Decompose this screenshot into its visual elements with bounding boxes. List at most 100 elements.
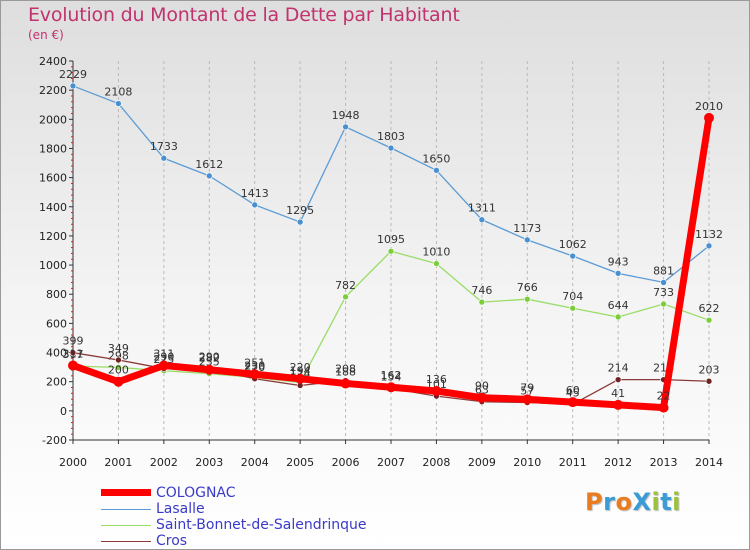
x-tick-label: 2001 xyxy=(104,456,132,469)
x-tick-label: 2012 xyxy=(604,456,632,469)
data-point-colognac xyxy=(158,360,169,371)
data-label-lasalle: 1132 xyxy=(695,228,723,241)
x-tick-label: 2005 xyxy=(286,456,314,469)
data-label-colognac: 188 xyxy=(335,365,356,378)
x-tick-label: 2011 xyxy=(559,456,587,469)
data-point-colognac xyxy=(295,373,306,384)
data-label-saint-bonnet-de-salendrinque: 1010 xyxy=(422,246,450,259)
data-point-saint-bonnet-de-salendrinque xyxy=(433,260,440,267)
data-label-colognac: 22 xyxy=(657,390,671,403)
data-label-colognac: 311 xyxy=(153,348,174,361)
data-point-colognac xyxy=(249,369,260,380)
x-tick-label: 2007 xyxy=(377,456,405,469)
data-label-lasalle: 1650 xyxy=(422,152,450,165)
data-point-saint-bonnet-de-salendrinque xyxy=(342,293,349,301)
data-label-colognac: 2010 xyxy=(695,100,723,113)
data-point-lasalle xyxy=(160,154,168,162)
data-point-lasalle xyxy=(705,242,713,250)
x-tick-label: 2009 xyxy=(468,456,496,469)
data-point-lasalle xyxy=(115,100,122,107)
data-label-saint-bonnet-de-salendrinque: 644 xyxy=(608,299,629,312)
data-label-saint-bonnet-de-salendrinque: 704 xyxy=(562,290,583,303)
data-point-colognac xyxy=(613,399,624,410)
data-point-saint-bonnet-de-salendrinque xyxy=(523,295,531,303)
data-point-colognac xyxy=(431,386,442,397)
data-label-cros: 290 xyxy=(153,351,174,364)
data-point-colognac xyxy=(567,397,578,408)
data-label-cros: 45 xyxy=(566,386,580,399)
data-point-saint-bonnet-de-salendrinque xyxy=(478,298,486,306)
data-point-colognac xyxy=(476,392,487,403)
data-label-lasalle: 1612 xyxy=(195,158,223,171)
data-label-saint-bonnet-de-salendrinque: 230 xyxy=(244,359,265,372)
data-label-cros: 63 xyxy=(475,384,489,397)
chart-unit-label: (en €) xyxy=(28,28,64,42)
data-label-colognac: 90 xyxy=(475,380,489,393)
data-point-saint-bonnet-de-salendrinque xyxy=(614,313,622,321)
data-point-saint-bonnet-de-salendrinque xyxy=(660,300,667,308)
x-tick-label: 2008 xyxy=(422,456,450,469)
data-point-lasalle xyxy=(296,218,304,226)
proxiti-logo: ProXiti xyxy=(585,488,681,516)
x-tick-label: 2006 xyxy=(332,456,360,469)
data-label-colognac: 200 xyxy=(108,364,129,377)
x-tick-label: 2013 xyxy=(650,456,678,469)
data-point-lasalle xyxy=(614,270,622,277)
data-label-saint-bonnet-de-salendrinque: 733 xyxy=(653,286,674,299)
data-point-colognac xyxy=(522,394,533,405)
y-tick-label: 200 xyxy=(46,376,67,389)
data-point-cros xyxy=(69,349,77,356)
y-tick-label: 2400 xyxy=(39,55,67,68)
legend-label-lasalle: Lasalle xyxy=(156,501,205,517)
data-point-saint-bonnet-de-salendrinque xyxy=(387,247,395,255)
data-label-lasalle: 1413 xyxy=(241,187,269,200)
legend-swatch-colognac xyxy=(101,489,151,496)
data-label-cros: 208 xyxy=(335,363,356,376)
data-label-saint-bonnet-de-salendrinque: 782 xyxy=(335,279,356,292)
y-tick-label: 800 xyxy=(46,288,67,301)
y-tick-label: -200 xyxy=(42,434,67,447)
data-point-lasalle xyxy=(69,82,77,90)
data-point-cros xyxy=(614,376,622,383)
x-tick-label: 2003 xyxy=(195,456,223,469)
data-label-lasalle: 1173 xyxy=(513,222,541,235)
legend-swatch-cros xyxy=(101,541,151,542)
data-label-lasalle: 881 xyxy=(653,264,674,277)
data-label-cros: 399 xyxy=(63,335,84,348)
data-point-lasalle xyxy=(205,172,213,180)
data-label-cros: 290 xyxy=(199,351,220,364)
data-label-lasalle: 1733 xyxy=(150,140,178,153)
data-label-saint-bonnet-de-salendrinque: 766 xyxy=(517,281,538,294)
chart-title: Evolution du Montant de la Dette par Hab… xyxy=(28,4,460,26)
data-label-colognac: 282 xyxy=(199,352,220,365)
y-tick-label: 2200 xyxy=(39,84,67,97)
data-label-lasalle: 943 xyxy=(608,255,629,268)
y-tick-label: 1200 xyxy=(39,230,67,243)
x-tick-label: 2010 xyxy=(513,456,541,469)
data-label-colognac: 251 xyxy=(244,356,265,369)
y-tick-label: 1600 xyxy=(39,172,67,185)
data-point-lasalle xyxy=(660,279,667,286)
data-label-cros: 203 xyxy=(699,363,720,376)
legend-swatch-lasalle xyxy=(101,509,151,510)
data-label-cros: 349 xyxy=(108,342,129,355)
data-label-saint-bonnet-de-salendrinque: 622 xyxy=(699,302,720,315)
data-label-cros: 154 xyxy=(381,370,402,383)
data-label-lasalle: 1062 xyxy=(559,238,587,251)
data-label-saint-bonnet-de-salendrinque: 1095 xyxy=(377,233,405,246)
data-label-colognac: 162 xyxy=(381,369,402,382)
line-chart: -200 0 200 400 600 800 1000 1200 1400 1600 1800 200… xyxy=(39,55,723,469)
y-tick-label: 1800 xyxy=(39,142,67,155)
data-point-lasalle xyxy=(387,144,395,152)
x-tick-label: 2000 xyxy=(59,456,87,469)
y-tick-label: 1400 xyxy=(39,201,67,214)
data-point-saint-bonnet-de-salendrinque xyxy=(569,304,577,312)
data-label-colognac: 41 xyxy=(611,387,625,400)
data-point-colognac xyxy=(340,378,351,389)
data-point-colognac xyxy=(68,360,78,371)
data-label-colognac: 79 xyxy=(520,381,534,394)
data-point-colognac xyxy=(113,376,124,387)
data-point-saint-bonnet-de-salendrinque xyxy=(115,364,122,371)
data-label-colognac: 136 xyxy=(426,373,447,386)
